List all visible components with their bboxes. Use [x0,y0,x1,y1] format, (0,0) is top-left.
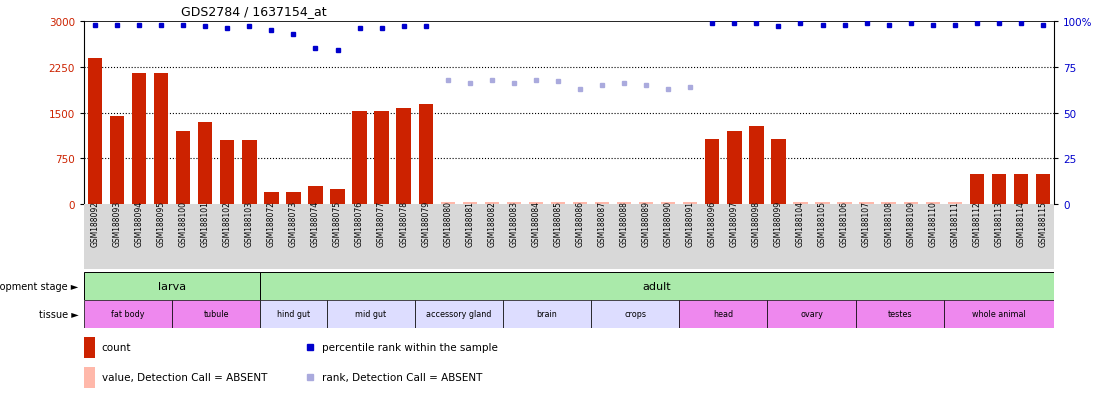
Bar [242,140,257,204]
Text: testes: testes [887,310,912,319]
Bar [264,192,279,204]
Bar [463,203,477,204]
Bar [595,203,609,204]
Bar [591,300,680,328]
Bar [484,203,499,204]
Bar [683,203,698,204]
Text: tubule: tubule [203,310,229,319]
Bar [441,203,455,204]
Bar [172,300,260,328]
Bar [529,203,543,204]
Bar [856,300,944,328]
Text: whole animal: whole animal [972,310,1026,319]
Bar [793,203,808,204]
Text: brain: brain [537,310,557,319]
Bar [84,300,172,328]
Text: hind gut: hind gut [277,310,310,319]
Bar [84,337,95,358]
Bar [947,203,962,204]
Bar [176,131,191,204]
Text: development stage ►: development stage ► [0,281,78,291]
Bar [816,203,829,204]
Bar [639,203,653,204]
Bar [944,300,1054,328]
Bar [551,203,565,204]
Text: mid gut: mid gut [355,310,386,319]
Bar [415,300,503,328]
Bar [260,300,327,328]
Text: fat body: fat body [112,310,145,319]
Bar [768,300,856,328]
Bar [375,112,388,204]
Bar [287,192,300,204]
Text: value, Detection Call = ABSENT: value, Detection Call = ABSENT [102,372,267,382]
Bar [327,300,415,328]
Text: count: count [102,342,132,352]
Bar [882,203,896,204]
Text: ovary: ovary [800,310,822,319]
Bar [308,186,323,204]
Bar [859,203,874,204]
Bar [132,74,146,204]
Bar [109,116,124,204]
Bar [396,109,411,204]
Bar [503,300,591,328]
Bar [84,272,260,300]
Text: accessory gland: accessory gland [426,310,491,319]
Bar [837,203,852,204]
Bar [573,203,587,204]
Bar [418,105,433,204]
Bar [260,272,1054,300]
Text: adult: adult [643,281,672,291]
Bar [992,174,1006,204]
Bar [1036,174,1050,204]
Text: GDS2784 / 1637154_at: GDS2784 / 1637154_at [181,5,327,18]
Bar [728,131,741,204]
Text: head: head [713,310,733,319]
Bar [680,300,768,328]
Bar [198,122,212,204]
Bar [925,203,940,204]
Bar [705,140,720,204]
Bar [749,127,763,204]
Text: percentile rank within the sample: percentile rank within the sample [323,342,498,352]
Text: rank, Detection Call = ABSENT: rank, Detection Call = ABSENT [323,372,483,382]
Bar [220,140,234,204]
Text: larva: larva [158,281,186,291]
Bar [771,140,786,204]
Bar [507,203,521,204]
Bar [88,59,103,204]
Bar [84,367,95,387]
Bar [970,174,984,204]
Bar [904,203,917,204]
Bar [330,189,345,204]
Bar [617,203,632,204]
Bar [661,203,675,204]
Bar [154,74,169,204]
Text: tissue ►: tissue ► [39,309,78,319]
Text: crops: crops [624,310,646,319]
Bar [1013,174,1028,204]
Bar [353,112,367,204]
